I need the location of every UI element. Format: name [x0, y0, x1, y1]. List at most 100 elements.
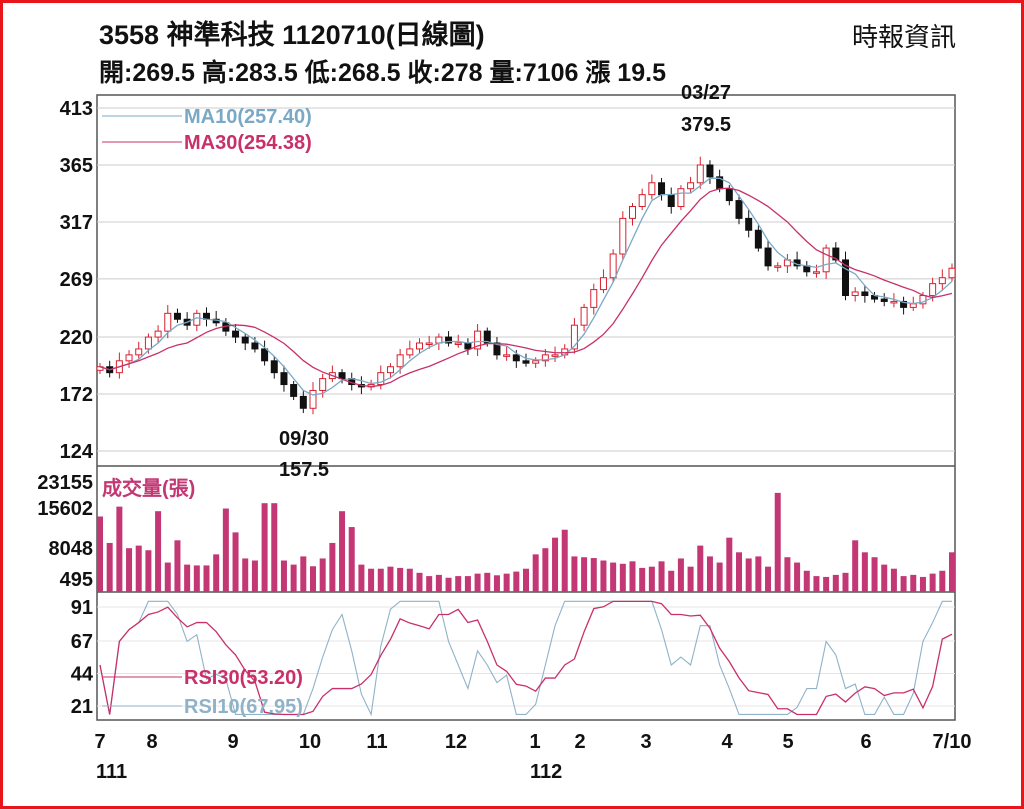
candle-body	[164, 312, 172, 332]
volume-bar	[387, 566, 394, 592]
rsi-tick-label: 21	[71, 696, 93, 718]
price-tick-label: 172	[60, 384, 93, 406]
volume-bar	[532, 554, 539, 592]
month-label: 2	[574, 731, 585, 753]
candle-body	[706, 164, 714, 178]
volume-bar	[222, 508, 229, 592]
volume-bar	[813, 576, 820, 592]
volume-bar	[561, 529, 568, 592]
volume-bar	[261, 503, 268, 592]
volume-bar	[435, 574, 442, 592]
candle-body	[929, 283, 937, 297]
rsi-tick-label: 44	[71, 663, 94, 685]
volume-bar	[736, 552, 742, 592]
candle-body	[541, 354, 549, 362]
candle-body	[832, 247, 840, 261]
volume-bar	[203, 565, 210, 592]
rsi30-legend: RSI30(53.20)	[184, 667, 303, 689]
candle-body	[377, 372, 385, 386]
candle-body	[503, 354, 511, 357]
candle-body	[687, 182, 695, 190]
candle-body	[396, 354, 404, 368]
volume-bar	[803, 570, 810, 592]
candle-body	[270, 360, 278, 374]
source-label: 時報資訊	[851, 22, 956, 52]
ohlc-summary: 開:269.5 高:283.5 低:268.5 收:278 量:7106 漲 1…	[99, 59, 666, 87]
candle-body	[154, 330, 162, 338]
volume-bar	[251, 560, 258, 592]
volume-bar	[726, 537, 733, 592]
volume-bar	[610, 562, 617, 592]
volume-bar	[949, 552, 955, 592]
volume-bar	[377, 568, 384, 592]
volume-title: 成交量(張)	[102, 476, 195, 500]
candle-body	[532, 360, 540, 364]
volume-bar	[755, 556, 762, 592]
volume-bar	[852, 540, 859, 592]
rsi-tick-label: 67	[71, 631, 93, 653]
volume-bar	[939, 570, 946, 592]
candle-body	[822, 247, 830, 273]
price-tick-label: 317	[60, 212, 93, 234]
candle-body	[241, 336, 249, 344]
volume-bar	[310, 566, 316, 592]
candle-body	[900, 300, 908, 308]
candle-body	[667, 194, 675, 208]
candle-body	[909, 303, 917, 308]
volume-bar	[842, 572, 849, 592]
candle-body	[135, 348, 143, 356]
volume-bar	[445, 577, 452, 592]
candle-body	[173, 312, 181, 320]
month-label: 1	[529, 731, 540, 753]
candle-body	[551, 354, 559, 357]
volume-bar	[910, 574, 917, 592]
price-tick-label: 413	[60, 98, 93, 120]
month-label: 5	[782, 731, 793, 753]
candle-body	[696, 164, 704, 184]
volume-bar	[97, 516, 103, 592]
candle-body	[338, 372, 346, 380]
volume-bar	[629, 561, 636, 592]
candle-body	[406, 348, 414, 356]
volume-bar	[668, 570, 675, 592]
candle-body	[754, 229, 762, 249]
volume-bar	[861, 552, 868, 592]
volume-bar	[164, 562, 171, 592]
volume-bar	[581, 557, 588, 592]
volume-bar	[619, 563, 626, 592]
volume-bar	[687, 566, 694, 592]
candle-body	[725, 188, 733, 202]
volume-bar	[823, 576, 830, 592]
candle-body	[512, 354, 520, 362]
candle-body	[522, 360, 530, 364]
volume-bar	[794, 562, 801, 592]
volume-bar	[658, 561, 665, 592]
candle-body	[842, 259, 849, 297]
low-value-annotation: 157.5	[279, 459, 329, 481]
volume-bar	[600, 560, 607, 592]
volume-bar	[406, 568, 413, 592]
ma30-legend: MA30(254.38)	[184, 132, 312, 154]
volume-bar	[493, 575, 500, 592]
volume-bar	[339, 511, 346, 592]
volume-bar	[552, 537, 559, 592]
year-label: 112	[530, 761, 562, 783]
volume-bar	[329, 542, 336, 592]
candle-body	[745, 217, 753, 231]
ma10-legend: MA10(257.40)	[184, 106, 312, 128]
month-label: 6	[860, 731, 871, 753]
candle-body	[764, 247, 772, 267]
candle-body	[464, 342, 472, 350]
candle-body	[251, 342, 259, 350]
volume-bar	[542, 548, 549, 592]
volume-bar	[716, 562, 723, 592]
candle-body	[144, 336, 152, 350]
volume-bar	[145, 550, 152, 592]
volume-bar	[464, 576, 471, 592]
volume-tick-label: 495	[60, 569, 93, 591]
candle-body	[445, 336, 453, 344]
volume-bar	[900, 576, 907, 592]
candle-body	[658, 182, 666, 196]
volume-bar	[832, 574, 839, 592]
